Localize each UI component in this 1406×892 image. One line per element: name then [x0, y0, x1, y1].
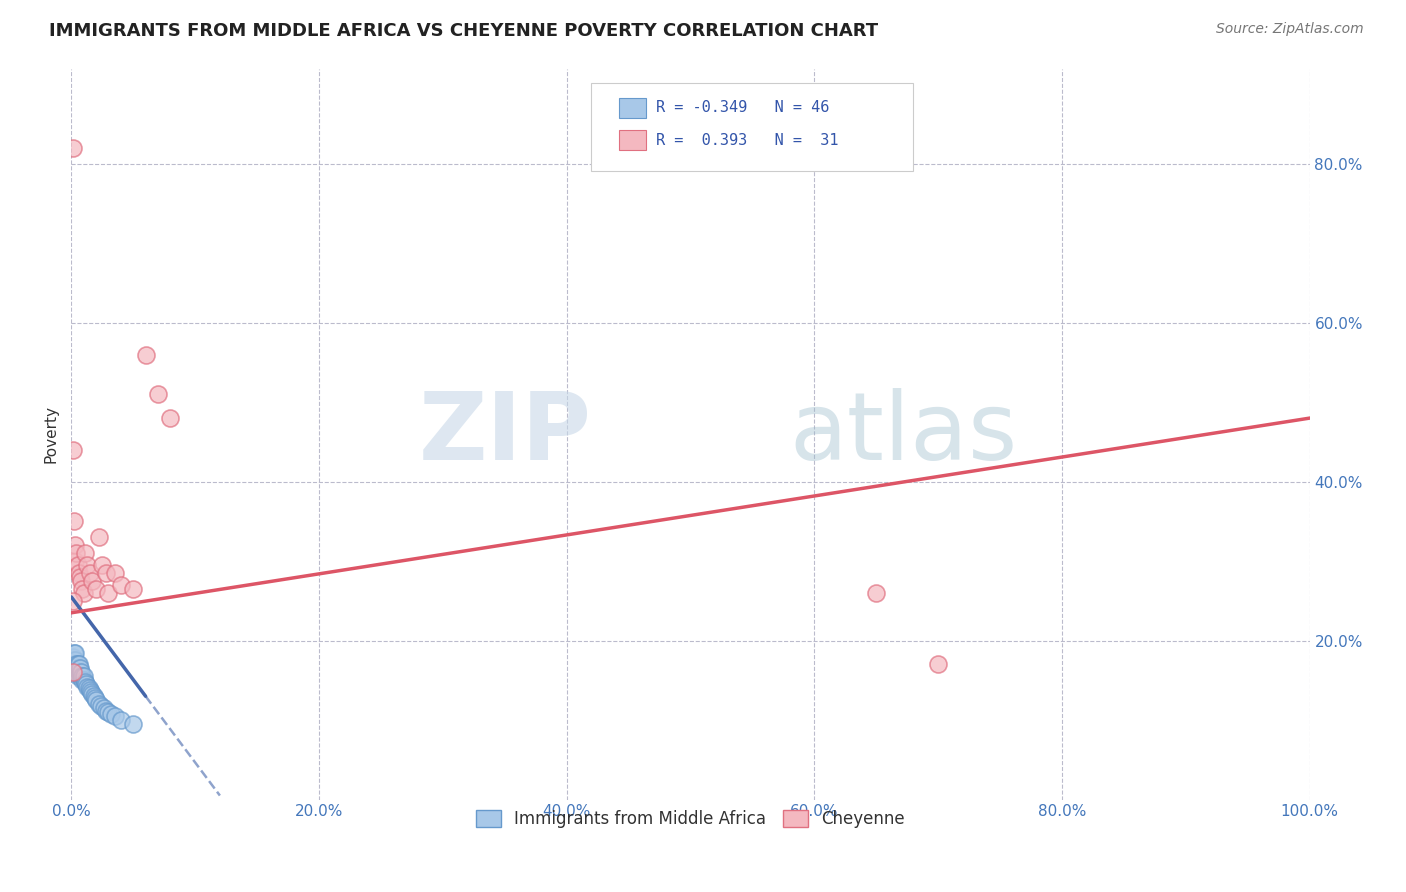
Point [87, 697, 110, 711]
Text: Source: ZipAtlas.com: Source: ZipAtlas.com [1216, 22, 1364, 37]
Point [82, 687, 104, 701]
Point [65, 665, 87, 680]
Point [65, 657, 87, 672]
Point [62, 665, 84, 680]
Point [122, 717, 145, 731]
Point [66, 657, 89, 672]
Bar [619, 98, 645, 119]
Point [62, 141, 84, 155]
Point [76, 680, 98, 694]
Point [70, 665, 93, 680]
Point [93, 701, 115, 715]
Text: atlas: atlas [790, 388, 1018, 480]
Point [69, 570, 91, 584]
Point [62, 649, 84, 664]
Point [63, 646, 86, 660]
Point [63, 554, 86, 568]
Point [62, 657, 84, 672]
Point [94, 566, 117, 580]
Y-axis label: Poverty: Poverty [44, 405, 58, 463]
Bar [619, 130, 645, 151]
Point [72, 669, 94, 683]
Point [66, 558, 89, 573]
Point [62, 653, 84, 667]
Point [84, 582, 107, 596]
Point [927, 657, 949, 672]
Point [135, 347, 157, 361]
Point [94, 704, 117, 718]
Point [65, 546, 87, 560]
Point [865, 586, 887, 600]
Point [146, 387, 169, 401]
Point [70, 669, 93, 683]
Point [62, 594, 84, 608]
Point [72, 673, 94, 688]
Point [66, 661, 89, 675]
Point [67, 665, 90, 680]
Point [97, 586, 120, 600]
Text: ZIP: ZIP [419, 388, 592, 480]
Point [62, 515, 84, 529]
Point [91, 558, 114, 573]
Point [62, 646, 84, 660]
Point [65, 661, 87, 675]
Point [62, 653, 84, 667]
Point [69, 665, 91, 680]
Point [159, 411, 181, 425]
Point [79, 682, 101, 697]
Point [72, 582, 94, 596]
Point [90, 698, 112, 713]
Point [73, 674, 96, 689]
Point [63, 653, 86, 667]
Point [69, 669, 91, 683]
Point [73, 669, 96, 683]
Point [67, 661, 90, 675]
FancyBboxPatch shape [592, 83, 914, 171]
Point [110, 713, 132, 727]
Legend: Immigrants from Middle Africa, Cheyenne: Immigrants from Middle Africa, Cheyenne [470, 804, 911, 835]
Point [83, 690, 105, 705]
Point [62, 442, 84, 457]
Point [100, 706, 122, 721]
Text: R =  0.393   N =  31: R = 0.393 N = 31 [655, 133, 838, 148]
Point [63, 661, 86, 675]
Point [73, 546, 96, 560]
Point [104, 566, 127, 580]
Text: R = -0.349   N = 46: R = -0.349 N = 46 [655, 101, 830, 115]
Point [104, 709, 127, 723]
Point [110, 578, 132, 592]
Point [63, 657, 86, 672]
Point [77, 681, 100, 696]
Point [122, 582, 145, 596]
Point [83, 690, 105, 704]
Point [67, 657, 90, 672]
Point [87, 530, 110, 544]
Point [70, 574, 93, 588]
Point [97, 705, 120, 719]
Point [66, 669, 89, 683]
Point [76, 558, 98, 573]
Point [63, 538, 86, 552]
Point [75, 677, 97, 691]
Point [79, 566, 101, 580]
Text: IMMIGRANTS FROM MIDDLE AFRICA VS CHEYENNE POVERTY CORRELATION CHART: IMMIGRANTS FROM MIDDLE AFRICA VS CHEYENN… [49, 22, 879, 40]
Point [73, 673, 96, 688]
Point [69, 661, 91, 675]
Point [82, 574, 104, 588]
Point [73, 586, 96, 600]
Point [80, 685, 103, 699]
Point [84, 693, 107, 707]
Point [67, 566, 90, 580]
